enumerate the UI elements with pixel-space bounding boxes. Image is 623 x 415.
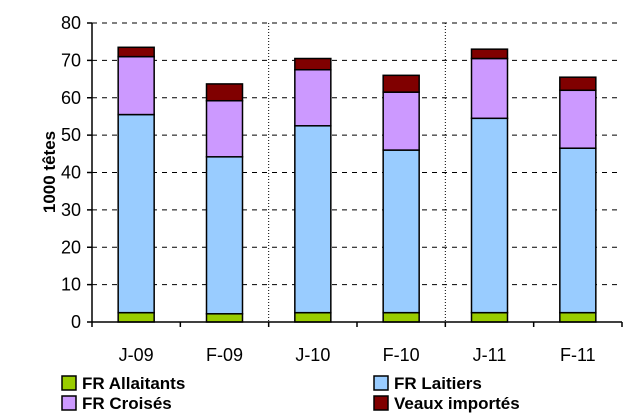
bar-segment [117,113,155,314]
x-tick-label: J-10 [295,345,330,365]
bar-segment [559,311,597,323]
bar-segment [205,156,244,315]
bar-segment [470,48,509,60]
legend-label: FR Allaitants [82,374,185,393]
x-tick-labels: J-09 F-09 J-10 F-10 J-11 F-11 [119,345,596,365]
x-tick-label: J-09 [119,345,154,365]
legend-swatch [373,375,389,391]
bar-segment [559,147,597,314]
y-tick-label: 70 [61,50,81,70]
bar-segment [470,57,509,120]
y-tick-label: 40 [61,163,81,183]
bar-segment [559,89,597,149]
legend-label: FR Laitiers [394,374,482,393]
y-tick-label: 80 [61,13,81,33]
axes [87,22,623,327]
y-tick-label: 30 [61,200,81,220]
y-tick-label: 20 [61,237,81,257]
bar-segment [117,311,155,323]
x-tick-label: F-09 [206,345,243,365]
bar-segment [294,57,332,71]
legend-swatch [373,395,389,411]
legend-swatch [61,395,77,411]
bar-segment [117,55,155,116]
bar-segment [205,313,244,323]
bar-segment [294,125,332,314]
bar-segment [382,149,420,314]
grid-lines [92,22,622,286]
legend-label: Veaux importés [394,394,520,413]
bar-segment [294,68,332,127]
y-tick-label: 10 [61,275,81,295]
legend-label: FR Croisés [82,394,172,413]
bar-segment [382,91,420,151]
legend: FR Allaitants FR Laitiers FR Croisés Veaux … [61,374,520,413]
bar-segment [470,311,509,323]
bar-segment [117,46,155,58]
y-tick-label: 0 [71,312,81,332]
bar-segment [294,311,332,323]
legend-swatch [61,375,77,391]
y-tick-label: 60 [61,88,81,108]
bar-segment [559,76,597,92]
bars [117,46,597,323]
bar-segment [382,311,420,323]
bar-segment [205,83,244,102]
bar-segment [205,99,244,158]
x-tick-label: F-11 [560,345,596,365]
y-tick-label: 50 [61,125,81,145]
x-tick-label: J-11 [473,345,507,365]
group-separators [268,23,446,322]
y-tick-labels: 0 10 20 30 40 50 60 70 80 [61,13,81,332]
bar-segment [382,74,420,93]
bar-segment [470,117,509,314]
x-tick-label: F-10 [383,345,420,365]
y-axis-title: 1000 têtes [40,131,59,213]
